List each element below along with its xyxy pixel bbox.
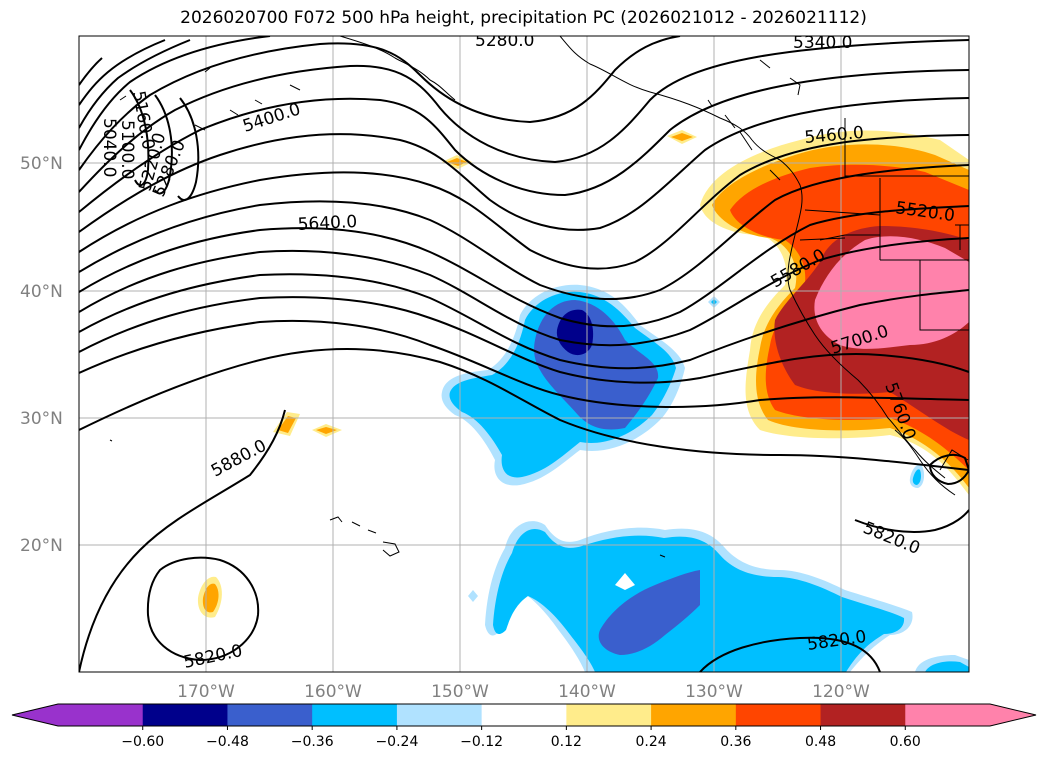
colorbar-tick-label: 0.36 xyxy=(720,734,751,750)
colorbar: −0.60 −0.48 −0.36 −0.24 −0.12 0.12 0.24 0.36 0.4… xyxy=(11,703,1037,750)
colorbar-segment xyxy=(227,704,313,726)
map-title: 2026020700 F072 500 hPa height, precipit… xyxy=(180,8,867,28)
map-area: 5280.0 5340.0 5400.0 5160.0 5100.0 5040.… xyxy=(79,31,969,673)
latitude-labels: 50°N 40°N 30°N 20°N xyxy=(20,154,63,556)
lon-label: 130°W xyxy=(685,682,743,702)
contour-label: 5820.0 xyxy=(182,641,244,673)
colorbar-segment xyxy=(142,704,228,726)
contour-label: 5280.0 xyxy=(475,31,534,51)
colorbar-extend-low xyxy=(12,704,58,726)
lon-label: 170°W xyxy=(177,682,235,702)
colorbar-tick-label: −0.48 xyxy=(206,734,249,750)
colorbar-segment xyxy=(312,704,398,726)
colorbar-tick-label: 0.48 xyxy=(805,734,836,750)
contour-label: 5340.0 xyxy=(793,33,852,53)
lat-label: 40°N xyxy=(20,282,63,302)
colorbar-tick-label: −0.60 xyxy=(121,734,164,750)
height-contours xyxy=(79,36,969,672)
colorbar-segment xyxy=(735,704,822,726)
contour-label: 5640.0 xyxy=(297,212,357,235)
colorbar-tick-label: −0.36 xyxy=(291,734,334,750)
contour-label: 5820.0 xyxy=(860,518,923,559)
colorbar-segments xyxy=(12,704,1036,726)
colorbar-segment xyxy=(396,704,483,726)
colorbar-ticks: −0.60 −0.48 −0.36 −0.24 −0.12 0.12 0.24 0.36 0.4… xyxy=(121,726,921,750)
lon-label: 120°W xyxy=(812,682,870,702)
colorbar-segment xyxy=(820,704,906,726)
colorbar-segment xyxy=(651,704,737,726)
colorbar-tick-label: 0.24 xyxy=(636,734,667,750)
colorbar-tick-label: −0.12 xyxy=(460,734,503,750)
colorbar-tick-label: 0.12 xyxy=(551,734,582,750)
lon-label: 150°W xyxy=(431,682,489,702)
contour-label: 5400.0 xyxy=(240,99,303,136)
contour-label: 5100.0 xyxy=(117,120,137,179)
lon-label: 140°W xyxy=(558,682,616,702)
colorbar-segment xyxy=(905,704,991,726)
colorbar-tick-label: 0.60 xyxy=(890,734,921,750)
longitude-labels: 170°W 160°W 150°W 140°W 130°W 120°W xyxy=(177,682,870,702)
colorbar-segment xyxy=(566,704,652,726)
lat-label: 20°N xyxy=(20,536,63,556)
colorbar-tick-label: −0.24 xyxy=(375,734,418,750)
colorbar-outline xyxy=(11,703,1037,727)
contour-label: 5040.0 xyxy=(99,118,119,177)
lat-label: 50°N xyxy=(20,154,63,174)
map-frame xyxy=(78,35,970,673)
gridlines xyxy=(79,36,969,672)
precip-negative-region xyxy=(441,284,969,672)
precip-positive-region xyxy=(197,130,969,618)
lon-label: 160°W xyxy=(304,682,362,702)
contour-label: 5880.0 xyxy=(208,436,270,482)
colorbar-segment xyxy=(481,704,567,726)
lat-label: 30°N xyxy=(20,409,63,429)
colorbar-extend-high xyxy=(990,704,1036,726)
colorbar-segment xyxy=(58,704,144,726)
